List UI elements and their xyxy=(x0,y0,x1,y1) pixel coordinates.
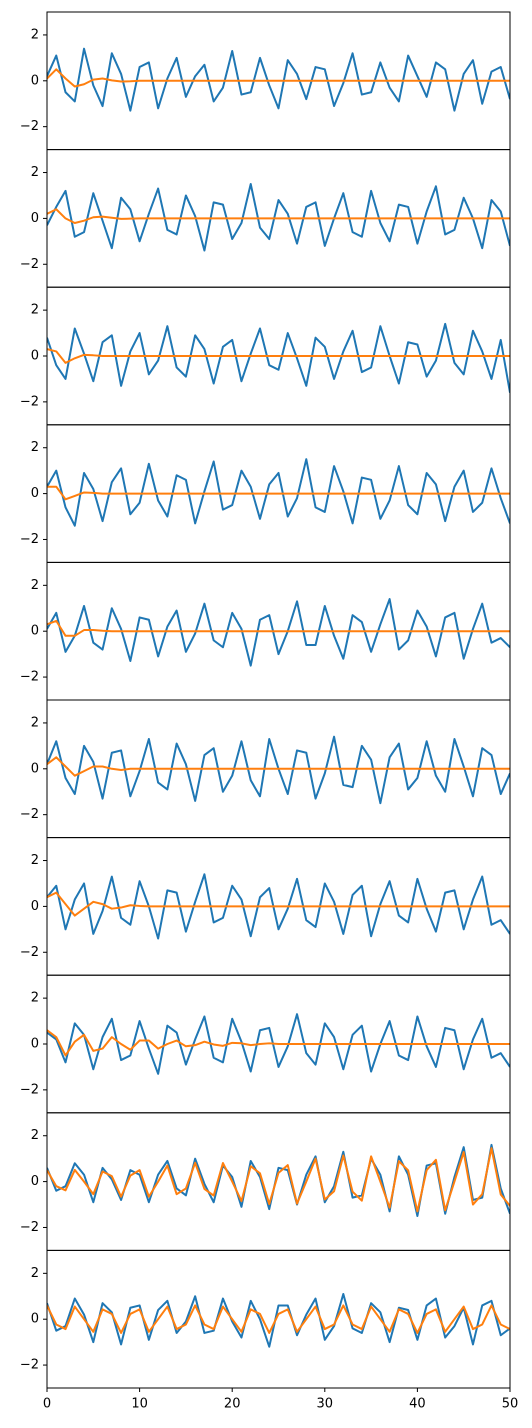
y-tick-label: −2 xyxy=(20,807,39,822)
y-tick-label: −2 xyxy=(20,670,39,685)
line xyxy=(47,619,510,637)
y-tick-label: −2 xyxy=(20,394,39,409)
y-tick-label: −2 xyxy=(20,1220,39,1235)
line xyxy=(47,1013,510,1075)
line xyxy=(47,1147,510,1213)
line xyxy=(47,208,510,224)
y-tick-label: 0 xyxy=(31,73,39,88)
y-tick-label: −2 xyxy=(20,1358,39,1373)
axes-frame xyxy=(46,1249,511,1389)
y-tick-label: 0 xyxy=(31,1174,39,1189)
y-tick-label: 2 xyxy=(31,303,39,318)
x-tick-label: 30 xyxy=(317,1397,334,1412)
y-tick-label: 0 xyxy=(31,1312,39,1327)
y-tick-label: 2 xyxy=(31,27,39,42)
line xyxy=(47,891,510,917)
line xyxy=(47,598,510,667)
x-tick-label: 0 xyxy=(43,1397,51,1412)
line xyxy=(47,47,510,112)
y-tick-label: −2 xyxy=(20,257,39,272)
y-tick-label: 2 xyxy=(31,715,39,730)
x-tick-label: 50 xyxy=(502,1397,519,1412)
line xyxy=(47,458,510,527)
x-tick-label: 40 xyxy=(409,1397,426,1412)
x-tick-label: 10 xyxy=(131,1397,148,1412)
y-tick-label: 0 xyxy=(31,211,39,226)
y-tick-label: 2 xyxy=(31,1128,39,1143)
line xyxy=(47,873,510,940)
y-tick-label: 0 xyxy=(31,624,39,639)
y-tick-label: 2 xyxy=(31,165,39,180)
y-tick-label: 0 xyxy=(31,1037,39,1052)
line xyxy=(47,183,510,252)
y-tick-label: 0 xyxy=(31,899,39,914)
y-tick-label: −2 xyxy=(20,1082,39,1097)
y-tick-label: 0 xyxy=(31,761,39,776)
line xyxy=(47,348,510,364)
line xyxy=(47,1304,510,1334)
y-tick-label: −2 xyxy=(20,119,39,134)
y-tick-label: 2 xyxy=(31,1266,39,1281)
y-tick-label: 0 xyxy=(31,349,39,364)
y-tick-label: 2 xyxy=(31,440,39,455)
line xyxy=(47,68,510,88)
line xyxy=(47,1292,510,1348)
line xyxy=(47,322,510,393)
y-tick-label: 2 xyxy=(31,578,39,593)
line xyxy=(47,756,510,777)
x-tick-label: 20 xyxy=(224,1397,241,1412)
line xyxy=(47,1029,510,1057)
line xyxy=(47,485,510,501)
y-tick-label: 0 xyxy=(31,486,39,501)
y-tick-label: 2 xyxy=(31,853,39,868)
y-tick-label: 2 xyxy=(31,991,39,1006)
y-tick-label: −2 xyxy=(20,945,39,960)
y-tick-label: −2 xyxy=(20,532,39,547)
